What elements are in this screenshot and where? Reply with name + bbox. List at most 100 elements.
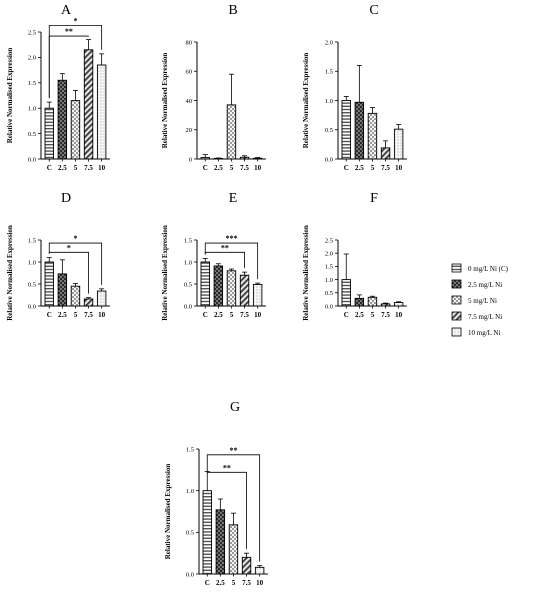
y-tick-label: 2.5 [28,29,36,36]
y-tick-label: 0.0 [325,303,333,310]
y-tick-label: 0.0 [325,156,333,163]
bar [200,261,210,307]
chart-panel-c: C Relative Normalised Expression 0.0 0.5 1.0… [302,3,407,172]
legend-label: 5 mg/L Ni [468,297,497,305]
legend-label: 7.5 mg/L Ni [468,313,502,321]
bar [213,265,224,307]
bar [213,157,224,160]
x-tick-label: C [47,164,52,172]
legend-entry: 2.5 mg/L Ni [451,279,502,289]
x-tick-label: 5 [74,164,78,172]
x-tick-label: 10 [98,311,106,319]
chart-panel-d: D Relative Normalised Expression 0.0 0.5 1.0… [6,191,110,321]
x-tick-label: 10 [98,164,106,172]
bar [228,524,239,575]
x-tick-label: 7.5 [381,164,390,172]
bar [96,64,107,160]
y-tick-label: 20 [186,127,193,134]
x-tick-label: 7.5 [242,579,251,587]
x-tick-label: 5 [230,164,234,172]
y-axis-label: Relative Normalised Expression [6,48,14,144]
bar [70,285,81,307]
legend-swatch [451,311,462,321]
y-axis-label: Relative Normalised Expression [161,225,169,321]
bar [252,283,263,307]
legend-label: 2.5 mg/L Ni [468,281,502,289]
x-tick-label: C [344,164,349,172]
y-tick-label: 0.0 [28,156,36,163]
bar [254,566,265,575]
y-tick-label: 2.0 [28,55,36,62]
panel-letter: E [229,191,238,206]
legend-swatch [451,327,462,337]
y-tick-label: 80 [186,39,193,46]
significance-label: ** [229,446,237,455]
x-tick-label: 2.5 [355,311,364,319]
bar [70,100,81,160]
bar [44,107,54,160]
panel-letter: A [61,3,72,18]
bar [367,112,378,160]
x-tick-label: 10 [256,579,264,587]
x-tick-label: 10 [395,164,403,172]
x-tick-label: 10 [395,311,403,319]
legend-swatch [451,279,462,289]
significance-bracket [206,467,247,550]
bar [380,147,391,160]
y-axis-label: Relative Normalised Expression [161,53,169,149]
x-tick-label: 2.5 [214,311,223,319]
x-tick-label: C [47,311,52,319]
bar [83,298,94,307]
chart-panel-f: F Relative Normalised Expression 0.0 0.5 1.0… [302,191,407,321]
y-tick-label: 0.5 [28,281,36,288]
x-tick-label: 2.5 [216,579,225,587]
bar [226,270,237,307]
significance-bracket [48,242,103,285]
bar [354,297,365,307]
legend: 0 mg/L Ni (C) 2.5 mg/L Ni 5 mg/L Ni 7.5 … [451,263,509,337]
legend-entry: 7.5 mg/L Ni [451,311,502,321]
significance-label: ** [221,243,229,252]
y-tick-label: 1.5 [325,69,333,76]
legend-label: 10 mg/L Ni [468,329,500,337]
y-tick-label: 0 [189,156,192,163]
bar [393,128,404,160]
y-tick-label: 1.0 [28,259,36,266]
y-tick-label: 0.0 [184,303,192,310]
legend-entry: 10 mg/L Ni [451,327,500,337]
significance-bracket [204,251,245,269]
bar [239,156,250,160]
chart-panel-g: G Relative Normalised Expression 0.0 0.5 1.0… [164,400,268,587]
chart-panel-b: B Relative Normalised Expression 0 20 40 60 80… [161,3,266,172]
x-tick-label: 2.5 [58,311,67,319]
y-tick-label: 0.5 [186,530,194,537]
y-tick-label: 1.0 [184,259,192,266]
y-tick-label: 1.0 [28,106,36,113]
x-tick-label: 7.5 [84,164,93,172]
x-tick-label: 7.5 [84,311,93,319]
panels-group: A Relative Normalised Expression 0.0 0.5 1.0… [6,3,407,587]
bar [44,261,54,307]
bar [83,49,94,160]
panel-letter: C [369,3,378,18]
significance-bracket [206,454,261,562]
x-tick-label: 7.5 [381,311,390,319]
bar [367,296,378,307]
x-tick-label: 7.5 [240,164,249,172]
x-tick-label: 10 [254,311,262,319]
y-tick-label: 2.0 [325,39,333,46]
y-tick-label: 0.5 [28,131,36,138]
bar [57,273,68,307]
x-tick-label: 5 [74,311,78,319]
y-tick-label: 1.5 [184,237,192,244]
x-tick-label: 7.5 [240,311,249,319]
significance-label: ** [65,27,73,36]
x-tick-label: C [203,164,208,172]
y-tick-label: 1.5 [28,80,36,87]
y-axis-label: Relative Normalised Expression [302,225,310,321]
x-tick-label: 5 [230,311,234,319]
legend-entry: 5 mg/L Ni [451,295,497,305]
significance-label: *** [225,234,237,243]
chart-panel-e: E Relative Normalised Expression 0.0 0.5 1.0… [161,191,266,321]
